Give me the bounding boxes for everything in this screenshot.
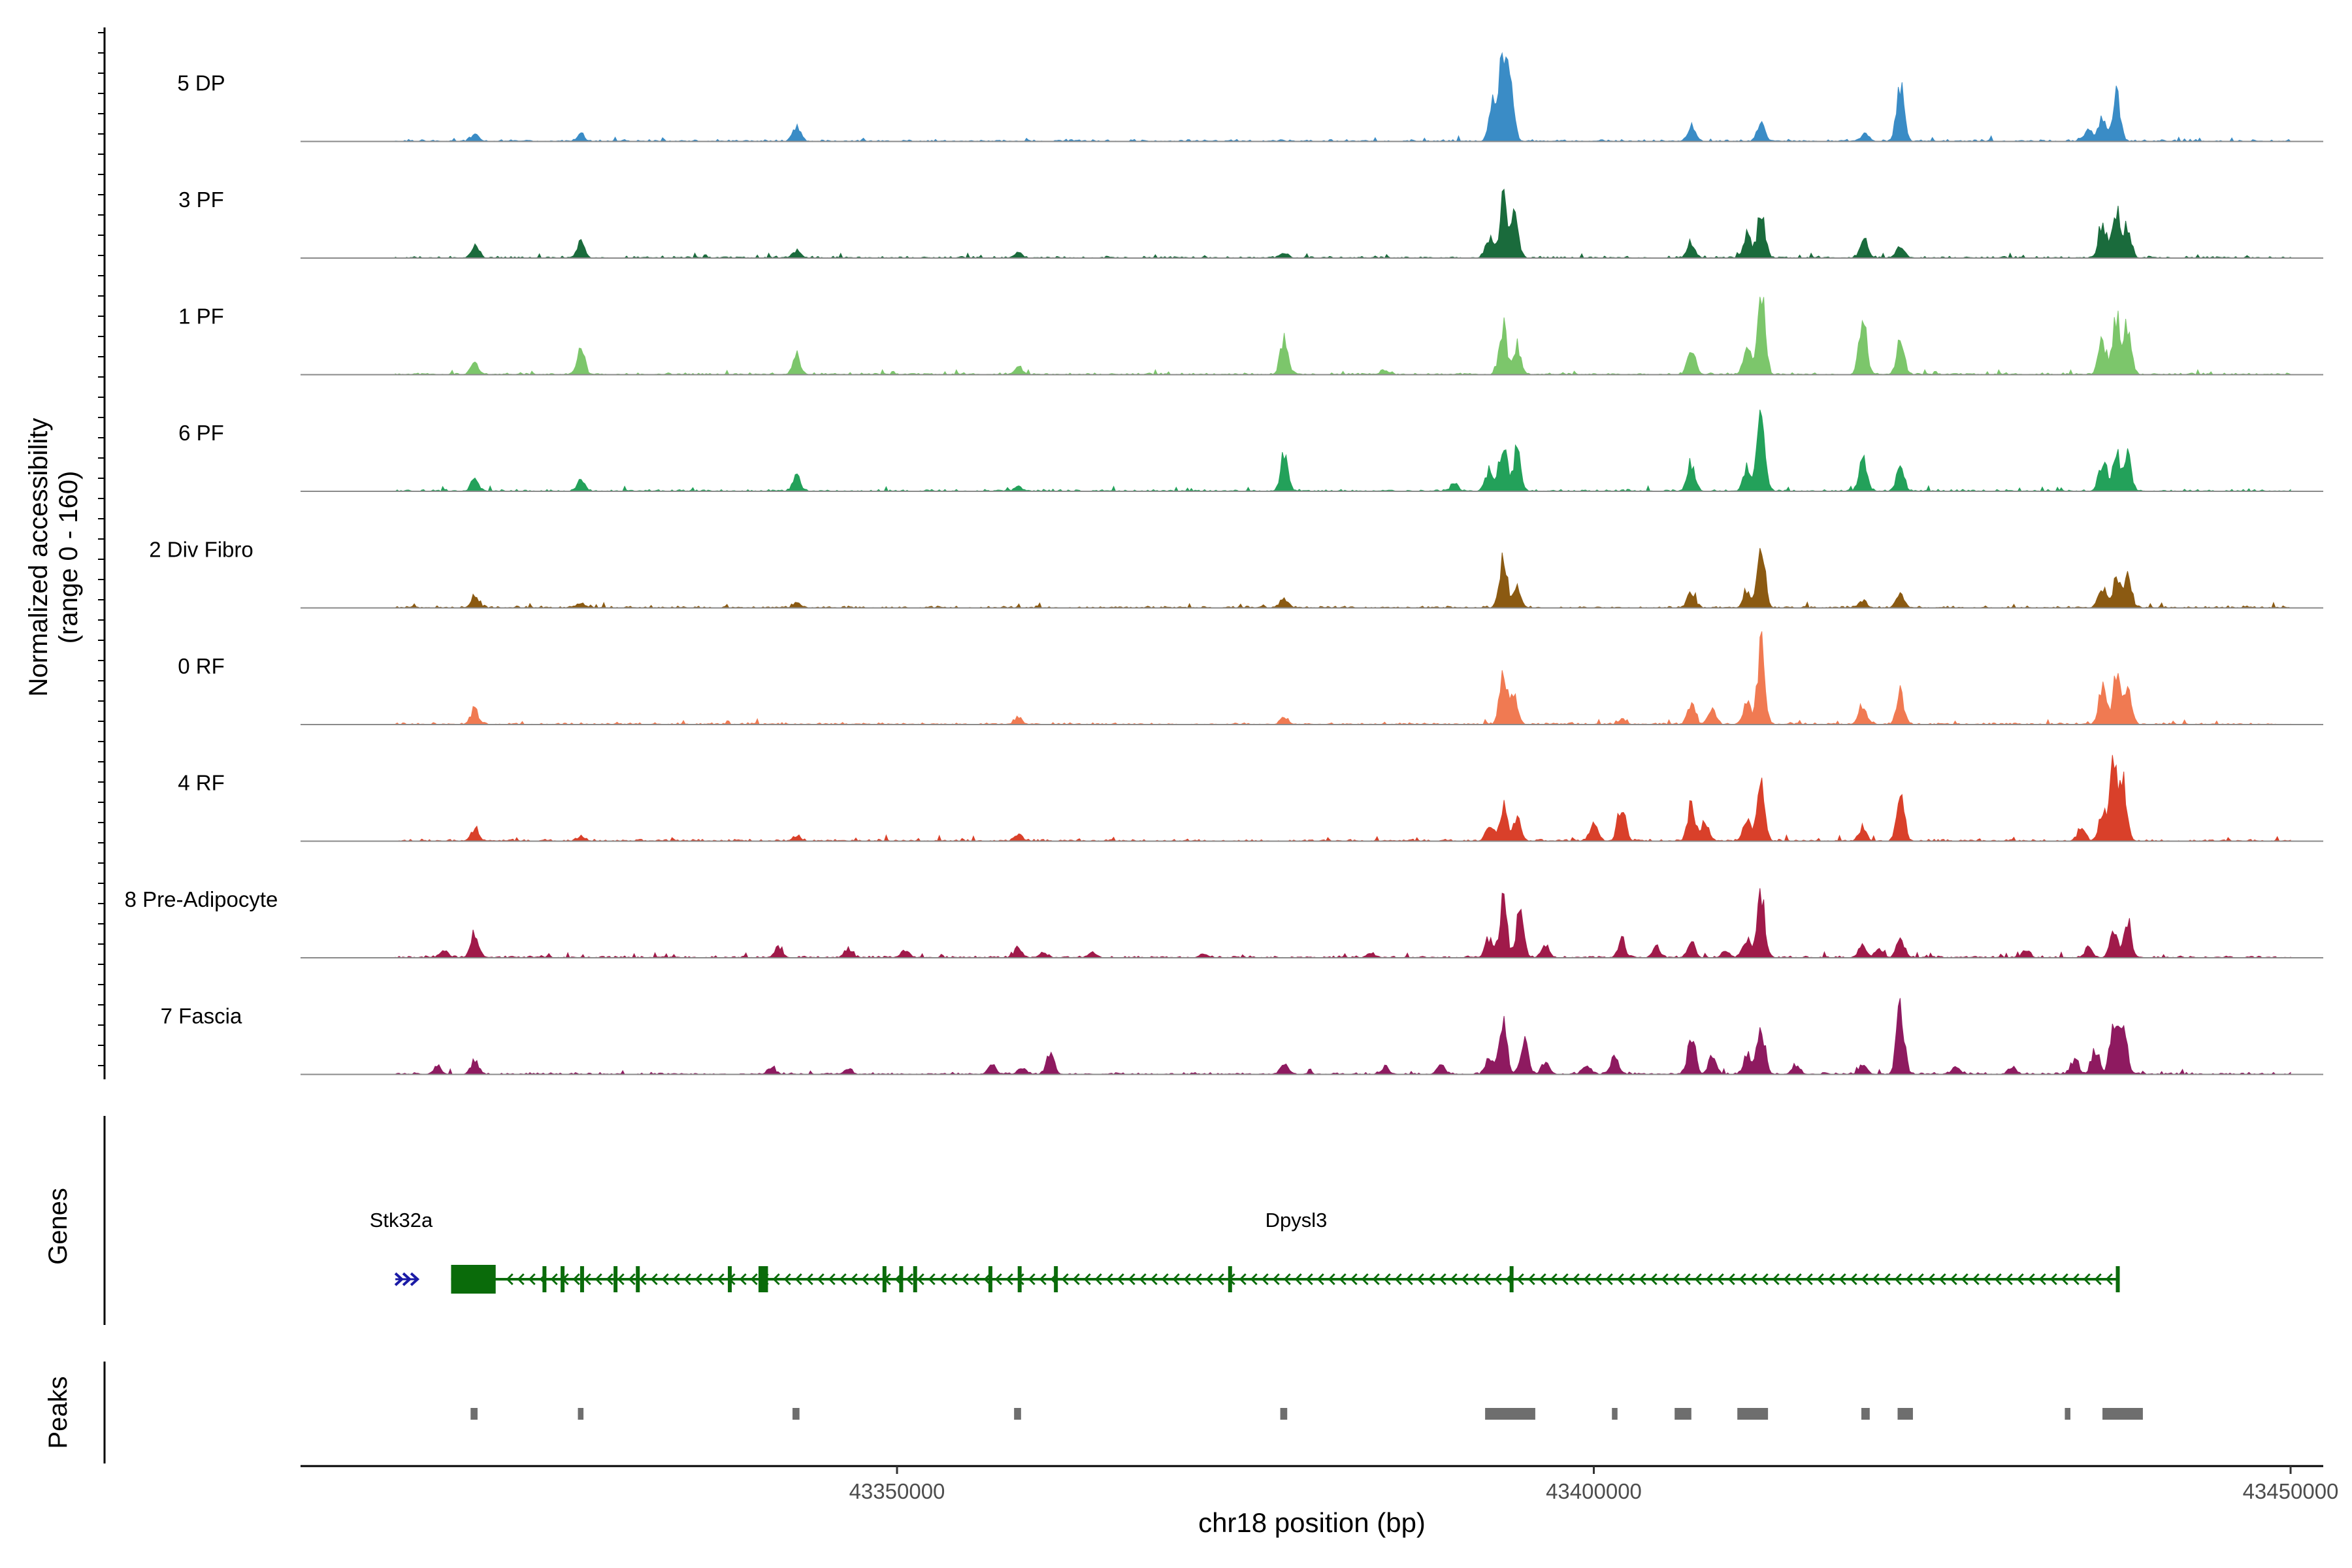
peak-region (470, 1408, 478, 1420)
coverage-y-ticks (98, 32, 105, 1066)
gene-dpysl3-exon (761, 1266, 766, 1292)
peak-region (1674, 1408, 1691, 1420)
x-tick-label: 43350000 (849, 1479, 945, 1503)
gene-dpysl3-exon (764, 1266, 768, 1292)
peak-region (1861, 1408, 1870, 1420)
coverage-area (395, 755, 2291, 842)
peak-region (578, 1408, 584, 1420)
track-label: 1 PF (178, 304, 224, 329)
track-label: 3 PF (178, 188, 224, 212)
gene-dpysl3-exon (1054, 1266, 1058, 1292)
coverage-area (395, 888, 2291, 958)
x-axis-ticks: 43350000 43400000 43450000 (849, 1466, 2339, 1503)
peaks-panel-label: Peaks (44, 1376, 73, 1448)
coverage-area (395, 998, 2291, 1075)
peak-region (1897, 1408, 1913, 1420)
gene-dpysl3-exon (1017, 1266, 1022, 1292)
coverage-area (395, 52, 2291, 142)
x-tick-label: 43400000 (1546, 1479, 1642, 1503)
y-label-line1: Normalized accessibility (24, 418, 53, 697)
gene-dpysl3-exon (899, 1266, 904, 1292)
track-1-pf: 1 PF (178, 297, 2323, 376)
x-tick-label: 43450000 (2243, 1479, 2339, 1503)
gene-dpysl3-exon (728, 1266, 732, 1292)
genes-panel-label: Genes (44, 1188, 73, 1265)
coverage-area (395, 297, 2291, 376)
gene-dpysl3-exon (613, 1266, 618, 1292)
peak-region (2102, 1408, 2143, 1420)
peak-region (1280, 1408, 1288, 1420)
y-label-line2: (range 0 - 160) (54, 471, 83, 644)
gene-dpysl3-exon (561, 1266, 565, 1292)
x-axis-title: chr18 position (bp) (1198, 1507, 1426, 1538)
track-8-pre-adipocyte: 8 Pre-Adipocyte (125, 887, 2323, 958)
track-label: 8 Pre-Adipocyte (125, 887, 278, 911)
coverage-area (394, 409, 2291, 492)
gene-dpysl3-exon (636, 1266, 640, 1292)
gene-dpysl3-exon (542, 1266, 547, 1292)
track-4-rf: 4 RF (178, 755, 2323, 842)
track-label: 4 RF (178, 771, 225, 795)
peak-regions (470, 1408, 2143, 1420)
gene-label-dpysl3: Dpysl3 (1266, 1209, 1328, 1232)
gene-dpysl3-exon (882, 1266, 887, 1292)
peak-region (2065, 1408, 2070, 1420)
track-6-pf: 6 PF (178, 409, 2323, 492)
gene-dpysl3-exon (758, 1266, 762, 1292)
gene-dpysl3-exon (913, 1266, 917, 1292)
gene-annotations: Stk32a Dpysl3 (370, 1209, 2120, 1294)
track-5-dp: 5 DP (177, 52, 2323, 142)
peak-region (792, 1408, 800, 1420)
gene-dpysl3-strand-arrows (506, 1273, 2113, 1286)
gene-dpysl3-exon (1228, 1266, 1232, 1292)
peak-region (1485, 1408, 1535, 1420)
track-3-pf: 3 PF (178, 188, 2323, 259)
coverage-area (395, 631, 2291, 725)
gene-dpysl3-exon (988, 1266, 992, 1292)
track-label: 6 PF (178, 421, 224, 445)
track-0-rf: 0 RF (178, 631, 2323, 725)
track-label: 7 Fascia (161, 1004, 242, 1028)
track-label: 5 DP (177, 71, 225, 95)
track-7-fascia: 7 Fascia (161, 998, 2323, 1075)
peak-region (1014, 1408, 1021, 1420)
gene-label-stk32a: Stk32a (370, 1209, 433, 1232)
gene-dpysl3-exon (1509, 1266, 1514, 1292)
track-label: 0 RF (178, 654, 225, 678)
track-2-div-fibro: 2 Div Fibro (149, 538, 2323, 609)
coverage-area (395, 547, 2291, 609)
coverage-area (395, 188, 2291, 259)
track-label: 2 Div Fibro (149, 538, 253, 562)
peak-region (1737, 1408, 1769, 1420)
gene-dpysl3-utr (451, 1265, 496, 1294)
coverage-y-label: Normalized accessibility (range 0 - 160) (24, 418, 83, 697)
peak-region (1612, 1408, 1618, 1420)
gene-dpysl3-exon (2115, 1266, 2120, 1292)
gene-dpysl3-exon (580, 1266, 584, 1292)
coverage-tracks: 5 DP 3 PF 1 PF 6 PF 2 Div Fibro 0 RF 4 RF 8 Pre… (125, 52, 2323, 1075)
